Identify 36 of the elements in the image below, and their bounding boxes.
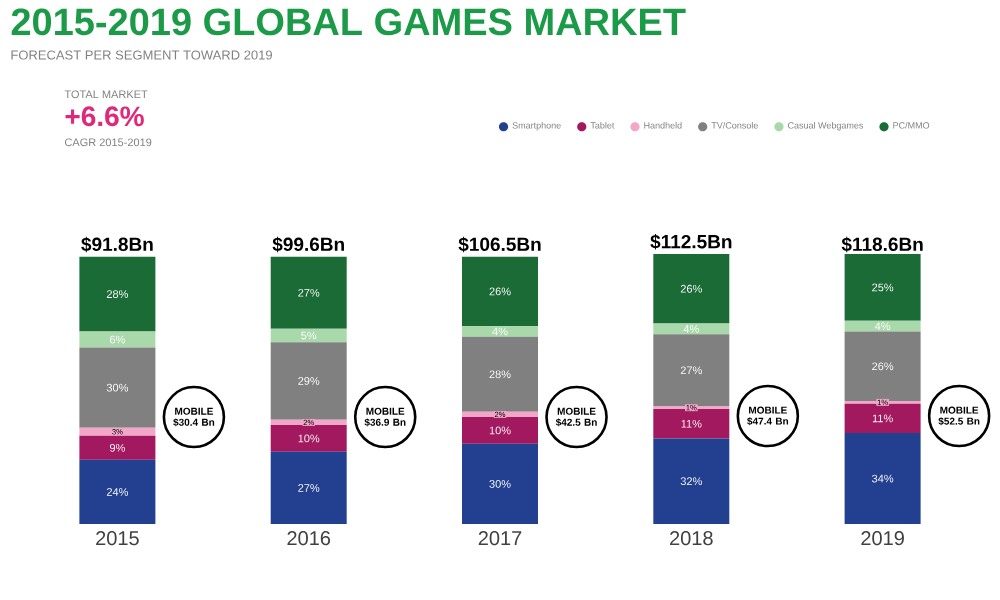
bar [270, 256, 347, 329]
bar [462, 443, 538, 524]
annotation: $91.8Bn [81, 236, 153, 253]
bar [844, 403, 921, 434]
bar [270, 451, 347, 524]
bar [270, 342, 347, 420]
x-tick-label: 2019 [861, 531, 904, 546]
bar [844, 254, 921, 321]
bar [844, 320, 921, 332]
bar [79, 331, 156, 348]
bar [79, 435, 156, 460]
x-tick-label: 2018 [670, 531, 713, 546]
bar [462, 256, 538, 327]
bar [79, 347, 156, 428]
annotation: $118.6Bn [841, 236, 923, 253]
bar [653, 334, 730, 407]
bar [462, 326, 538, 337]
x-tick-label: 2015 [96, 531, 139, 546]
bar [79, 256, 156, 332]
bar [462, 336, 538, 412]
x-tick-label: 2017 [478, 531, 522, 546]
annotation: $112.5Bn [650, 234, 732, 250]
bar [844, 433, 921, 524]
bar [462, 417, 538, 444]
bar [270, 328, 347, 343]
bar [270, 425, 347, 452]
chart-title: 2015-2019 GLOBAL GAMES MARKET [11, 8, 686, 36]
bar [653, 409, 730, 439]
text: +6.6% [65, 106, 144, 127]
x-tick-label: 2016 [287, 531, 331, 546]
bar [653, 438, 730, 524]
annotation: $99.6Bn [272, 236, 344, 253]
bar [79, 459, 156, 524]
annotation: $106.5Bn [458, 236, 541, 253]
bar [653, 254, 730, 324]
bar [844, 331, 921, 402]
